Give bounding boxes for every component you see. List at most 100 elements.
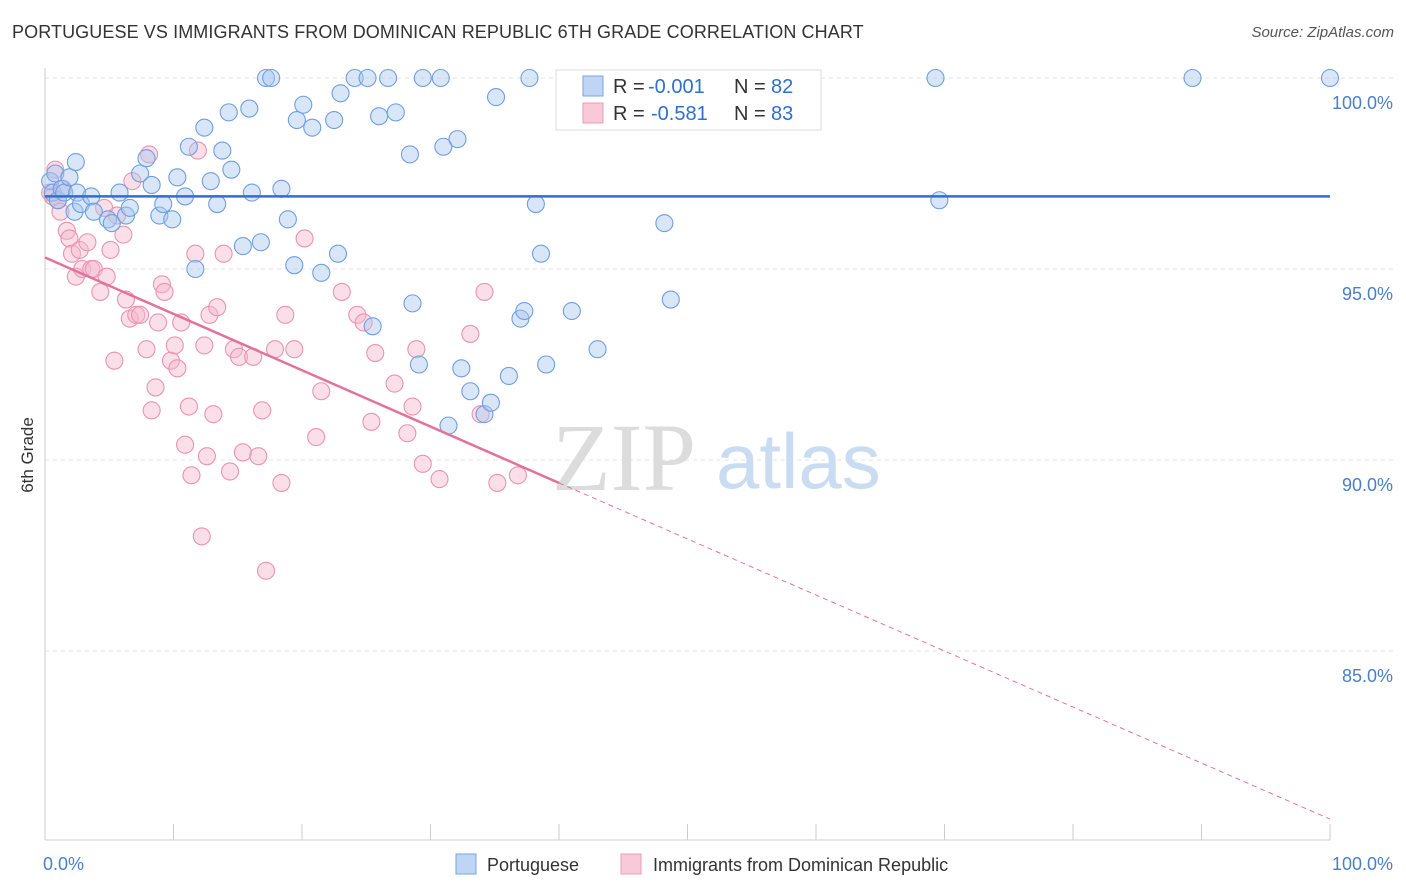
dominican-point: [60, 229, 79, 248]
portuguese-point: [431, 68, 450, 88]
portuguese-point: [208, 195, 227, 214]
stats-r-value-2: -0.581: [651, 103, 708, 125]
portuguese-point: [515, 301, 534, 321]
tick-labels: 85.0% 90.0% 95.0% 100.0% 0.0% 100.0%: [43, 93, 1393, 874]
dominican-point: [348, 305, 367, 324]
portuguese-point: [163, 210, 182, 229]
portuguese-point: [1183, 68, 1202, 88]
portuguese-point: [562, 301, 581, 321]
dominican-point: [46, 160, 65, 179]
legend-swatch-dominican: [620, 853, 642, 875]
dominican-point: [179, 397, 198, 416]
portuguese-point: [219, 103, 238, 122]
portuguese-point: [661, 290, 680, 309]
dominican-point: [195, 336, 214, 355]
dominican-point: [256, 561, 276, 580]
portuguese-point: [370, 107, 389, 126]
dominican-trend-line: [44, 256, 560, 485]
portuguese-point: [179, 137, 198, 156]
portuguese-point: [930, 191, 949, 210]
legend-label-portuguese: Portuguese: [487, 855, 579, 875]
dominican-point: [285, 340, 304, 359]
x-tick-label: 100.0%: [1332, 854, 1393, 874]
stats-n-value-1: 82: [771, 76, 793, 98]
stats-r-label-2: R =: [613, 103, 645, 125]
dominican-point: [362, 412, 381, 431]
portuguese-point: [84, 202, 103, 221]
portuguese-point: [222, 160, 241, 179]
dominican-point: [142, 401, 161, 420]
stats-n-label-1: N =: [734, 76, 766, 98]
portuguese-point: [137, 149, 156, 168]
dominican-point: [312, 382, 331, 401]
portuguese-point: [434, 137, 453, 156]
portuguese-point: [46, 164, 65, 183]
dominican-point: [307, 428, 326, 447]
dominican-point: [91, 282, 110, 301]
dominican-point: [200, 305, 219, 324]
portuguese-point: [655, 214, 674, 233]
y-tick-label: 90.0%: [1342, 475, 1393, 495]
portuguese-point: [363, 317, 382, 336]
portuguese-point: [325, 110, 344, 130]
portuguese-point: [240, 99, 259, 118]
portuguese-point: [186, 259, 205, 279]
dominican-point: [508, 466, 527, 485]
portuguese-point: [60, 168, 79, 187]
portuguese-point: [303, 118, 322, 137]
dominican-point: [249, 447, 268, 466]
portuguese-point: [345, 68, 364, 88]
dominican-point: [332, 282, 351, 301]
dominican-point: [188, 141, 207, 160]
dominican-point: [197, 447, 216, 466]
dominican-point: [78, 233, 97, 252]
portuguese-point: [213, 141, 232, 160]
watermark-zip: ZIP: [552, 404, 696, 511]
portuguese-point: [131, 164, 150, 183]
dominican-point: [186, 244, 205, 263]
dominican-point: [430, 470, 449, 489]
stats-swatch-portuguese: [582, 75, 604, 97]
dominican-point: [168, 359, 187, 378]
portuguese-point: [154, 195, 173, 214]
portuguese-point: [168, 168, 187, 187]
dominican-point: [161, 351, 180, 370]
dominican-point: [407, 340, 426, 359]
dominican-point: [192, 527, 211, 546]
dominican-point: [131, 305, 150, 324]
y-tick-label: 95.0%: [1342, 284, 1393, 304]
dominican-point: [413, 454, 432, 473]
x-tick-label: 0.0%: [43, 854, 84, 874]
dominican-point: [272, 473, 291, 492]
portuguese-point: [448, 130, 467, 149]
dominican-point: [149, 313, 168, 332]
stats-r-value-1: -0.001: [648, 76, 705, 98]
dominican-point: [253, 401, 272, 420]
portuguese-point: [312, 263, 331, 282]
dominican-point: [354, 313, 373, 332]
dominican-point: [214, 244, 233, 263]
portuguese-point: [251, 233, 270, 252]
y-tick-label: 100.0%: [1332, 93, 1393, 113]
portuguese-point: [242, 183, 261, 202]
portuguese-point: [285, 256, 304, 275]
stats-r-label-1: R =: [613, 76, 645, 98]
grid-lines: [45, 77, 1395, 652]
dominican-point: [475, 282, 494, 301]
portuguese-point: [537, 355, 556, 374]
dominican-point: [51, 202, 70, 221]
portuguese-point: [256, 68, 276, 88]
portuguese-point: [499, 366, 518, 386]
portuguese-point: [926, 68, 945, 88]
portuguese-point: [358, 68, 377, 88]
dominican-point: [220, 462, 240, 481]
portuguese-point: [233, 237, 252, 256]
portuguese-point: [481, 393, 500, 412]
portuguese-point: [379, 68, 398, 88]
chart-source: Source: ZipAtlas.com: [1251, 24, 1394, 41]
dominican-point: [123, 172, 142, 191]
portuguese-point: [195, 118, 214, 137]
portuguese-point: [331, 84, 350, 103]
portuguese-point: [588, 340, 607, 359]
